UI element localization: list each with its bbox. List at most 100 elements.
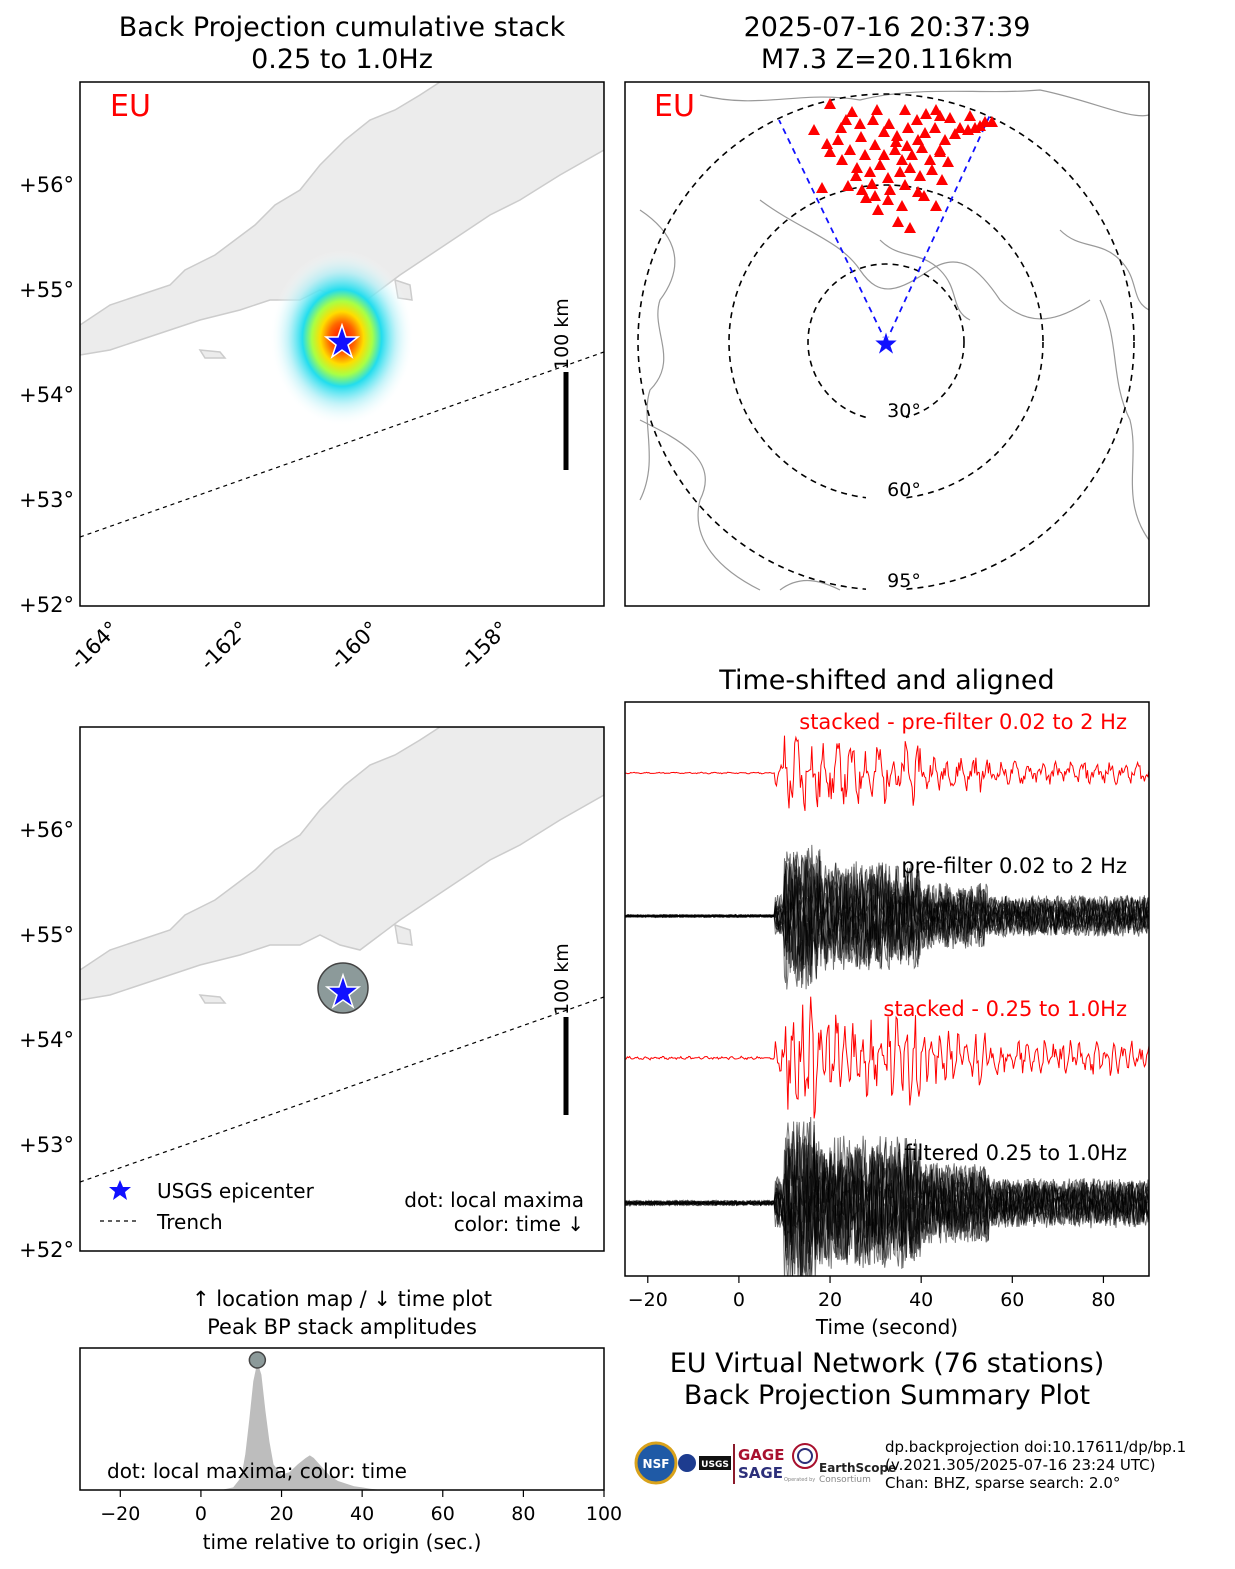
usgs-logo: USGS [699, 1456, 731, 1470]
x-tick-label: 40 [909, 1289, 933, 1311]
map2-plot-area [80, 727, 604, 1222]
waveforms-traces [625, 735, 1149, 1276]
station-marker [850, 170, 862, 181]
x-tick-label: -160° [325, 617, 383, 675]
station-marker [836, 154, 848, 165]
station-marker [816, 182, 828, 193]
y-tick-label: +53° [19, 1133, 74, 1157]
map2-scale-label: 100 km [551, 943, 573, 1015]
waveforms-x-ticks: −20 0 20 40 60 80 [628, 1276, 1116, 1311]
azimuthal-sector-right [885, 114, 991, 343]
station-marker [949, 128, 961, 139]
azimuthal-network-label: EU [654, 89, 695, 124]
station-marker [930, 200, 942, 211]
summary-line1: EU Virtual Network (76 stations) [670, 1348, 1105, 1379]
y-tick-label: +56° [19, 818, 74, 842]
earthscope-logo [792, 1443, 818, 1469]
station-marker [899, 179, 911, 190]
azimuthal-title-line2: M7.3 Z=20.116km [761, 44, 1013, 75]
station-marker [906, 149, 918, 160]
map2-note-line2: color: time ↓ [454, 1212, 584, 1236]
station-marker [840, 114, 852, 125]
map1-epicenter-star [323, 322, 361, 359]
station-marker [859, 149, 871, 160]
x-tick-label: 80 [1091, 1289, 1115, 1311]
station-marker [924, 154, 936, 165]
summary-line2: Back Projection Summary Plot [684, 1380, 1090, 1411]
azimuthal-sector-left [778, 119, 887, 343]
station-marker [912, 134, 924, 145]
operated-by-text: Operated by [784, 1477, 815, 1483]
station-marker [904, 162, 916, 173]
peak-local-maximum-dot [248, 1351, 267, 1369]
peak-xlabel: time relative to origin (sec.) [203, 1530, 482, 1554]
peak-title-line2: Peak BP stack amplitudes [207, 1315, 477, 1339]
footer-line3: Chan: BHZ, sparse search: 2.0° [885, 1474, 1120, 1492]
station-marker [835, 122, 847, 133]
station-marker [919, 127, 931, 138]
x-tick-label: -158° [455, 617, 513, 675]
map2-epicenter-star [324, 972, 362, 1009]
ring-label: 95° [887, 570, 921, 592]
x-tick-label: 40 [350, 1503, 374, 1525]
map1-network-label: EU [110, 89, 151, 124]
map1-title-line2: 0.25 to 1.0Hz [251, 44, 433, 75]
peak-x-ticks: −20 0 20 40 60 80 100 [100, 1490, 622, 1525]
station-marker [821, 138, 833, 149]
station-marker [808, 124, 820, 135]
station-marker [883, 118, 895, 129]
map1-island-1 [198, 349, 227, 359]
x-tick-label: 20 [818, 1289, 842, 1311]
azimuthal-frame [624, 81, 1150, 607]
map2-island-2 [394, 923, 413, 946]
station-marker [854, 118, 866, 129]
station-marker [869, 190, 881, 201]
trace-label-prefilter: pre-filter 0.02 to 2 Hz [901, 854, 1127, 878]
station-marker [892, 216, 904, 227]
map2-y-ticks: +56° +55° +54° +53° +52° [19, 818, 74, 1262]
map1-scale-label: 100 km [551, 298, 573, 370]
waveform-trace [625, 1121, 1149, 1276]
x-tick-label: −20 [100, 1503, 140, 1525]
map1-x-ticks: -164° -162° -160° -158° [65, 617, 513, 675]
legend-epicenter-icon [109, 1180, 131, 1200]
station-marker [824, 98, 836, 109]
consortium-logo-text: Consortium [819, 1475, 871, 1485]
map1-plot-area [80, 82, 604, 538]
map1-title-line1: Back Projection cumulative stack [119, 12, 566, 43]
peak-note: dot: local maxima; color: time [107, 1459, 407, 1483]
y-tick-label: +55° [19, 923, 74, 947]
waveform-trace [625, 854, 1149, 971]
x-tick-label: 100 [586, 1503, 622, 1525]
x-tick-label: 60 [1000, 1289, 1024, 1311]
station-marker [918, 190, 930, 201]
x-tick-label: 20 [269, 1503, 293, 1525]
trace-label-stacked-filtered: stacked - 0.25 to 1.0Hz [883, 997, 1127, 1021]
station-marker [939, 134, 951, 145]
station-marker [934, 144, 946, 155]
nasa-logo [678, 1454, 696, 1472]
station-marker [842, 180, 854, 191]
station-marker [878, 149, 890, 160]
x-tick-label: 0 [733, 1289, 745, 1311]
y-tick-label: +52° [19, 593, 74, 617]
x-tick-label: 80 [511, 1503, 535, 1525]
usgs-logo-text: USGS [701, 1460, 729, 1470]
legend-epicenter-label: USGS epicenter [157, 1179, 315, 1203]
station-marker [896, 154, 908, 165]
station-marker [844, 144, 856, 155]
station-marker [904, 222, 916, 233]
waveform-trace [625, 847, 1149, 985]
station-marker [929, 122, 941, 133]
station-marker [872, 204, 884, 215]
station-marker [901, 140, 913, 151]
ring-label-bg [866, 567, 906, 591]
x-tick-label: −20 [628, 1289, 668, 1311]
station-marker [920, 108, 932, 119]
azimuthal-coastlines [639, 89, 1149, 591]
earthscope-logo-text: EarthScope [819, 1461, 896, 1475]
map1-land [80, 82, 604, 356]
station-marker [864, 166, 876, 177]
azimuthal-ring-labels: 30° 60° 95° [866, 397, 921, 592]
